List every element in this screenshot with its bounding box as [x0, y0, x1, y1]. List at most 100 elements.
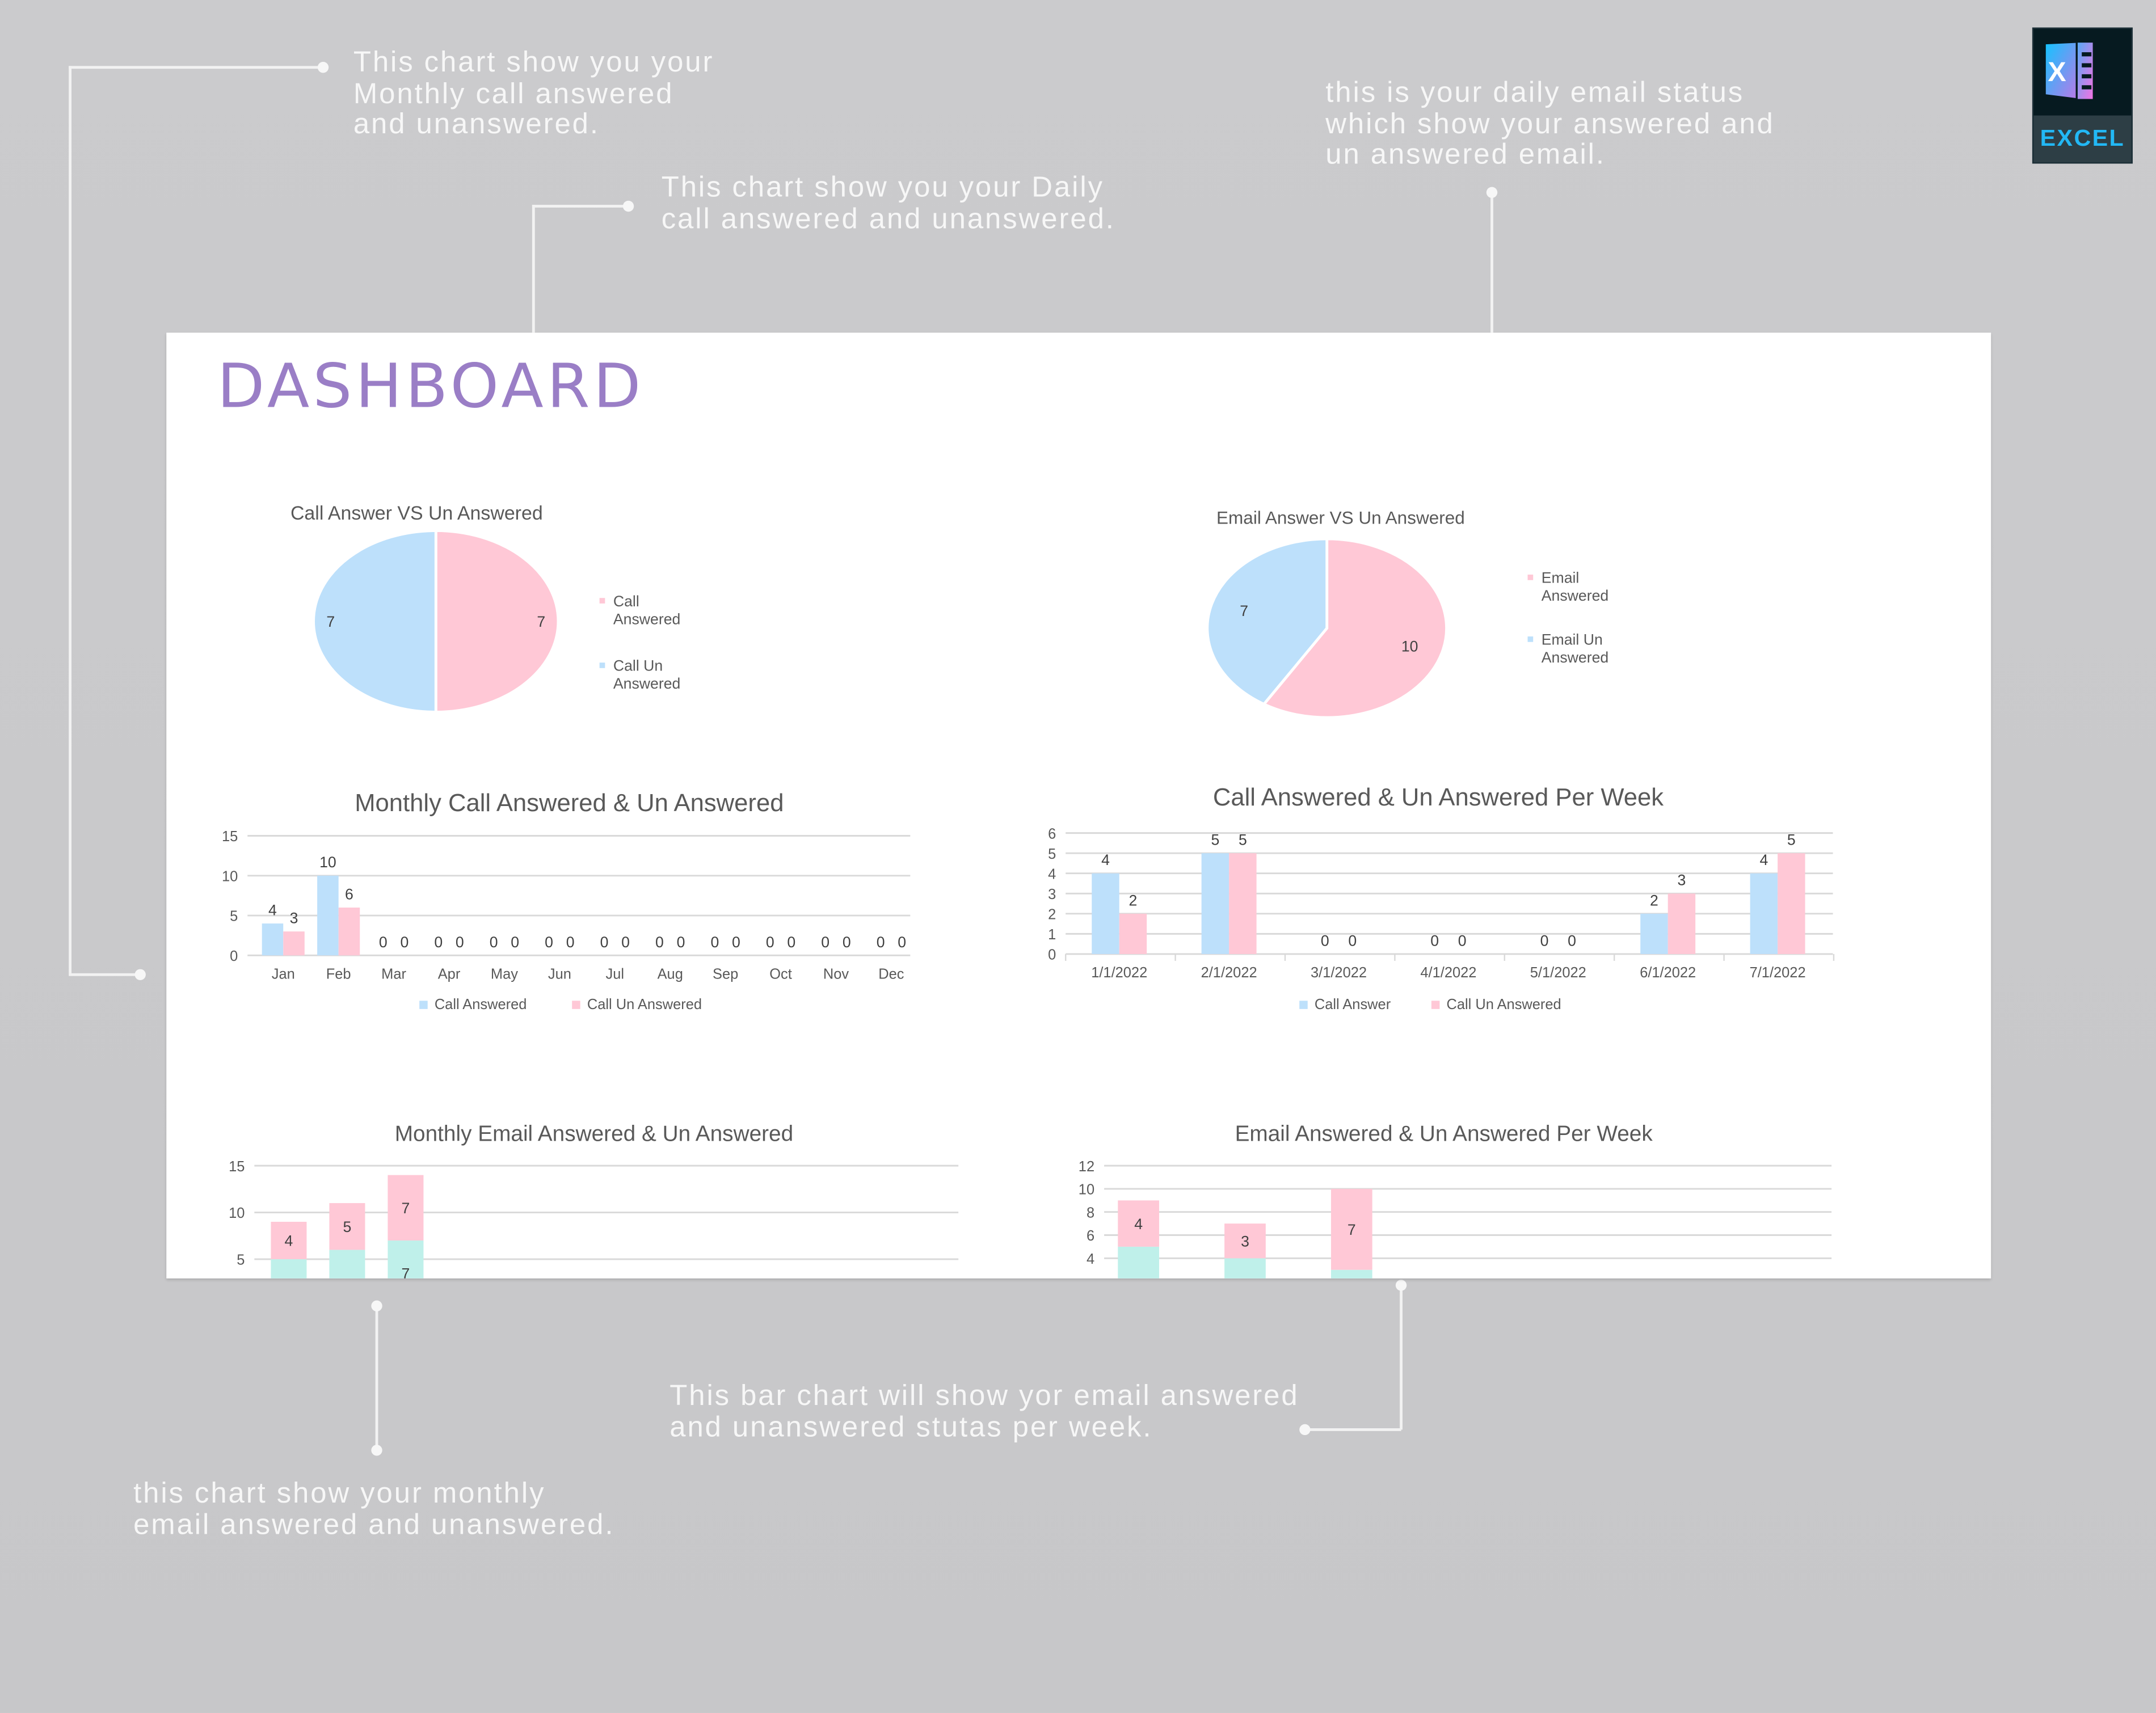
bar-data-label: 0 — [400, 934, 409, 951]
bar-segment — [329, 1203, 365, 1250]
bar-segment — [1330, 1188, 1372, 1270]
connector-dot — [1395, 1280, 1407, 1291]
y-tick-label: 6 — [1048, 826, 1056, 842]
annotation-daily-email: this is your daily email status which sho… — [1325, 78, 1775, 171]
bar-data-label: 0 — [766, 934, 774, 951]
bar-data-label: 0 — [710, 934, 719, 951]
y-tick-label: 15 — [229, 1159, 245, 1175]
legend-swatch — [1527, 636, 1534, 642]
slice-data-label: 7 — [537, 613, 545, 630]
annotation-line: email answered and unanswered. — [133, 1508, 615, 1541]
y-tick-label: 0 — [230, 948, 238, 964]
chart-title: Monthly Email Answered & Un Answered — [395, 1122, 793, 1146]
x-tick-label: 5/1/2022 — [1530, 965, 1586, 981]
x-tick-label: 6/1/2022 — [1640, 965, 1696, 981]
annotation-line: and unanswered. — [353, 108, 600, 141]
legend-label: Call Answer — [1315, 997, 1391, 1012]
pie-slice — [1206, 537, 1329, 706]
legend-label: Call Answered — [435, 997, 527, 1012]
chart-title: Call Answered & Un Answered Per Week — [1213, 784, 1664, 811]
bar-data-label: 0 — [434, 934, 443, 951]
bar-data-label: 5 — [1787, 832, 1796, 849]
legend-label: Call Un Answered — [1447, 997, 1561, 1012]
bar — [1667, 893, 1696, 954]
dashboard-panel: DASHBOARD Call Answer VS Un Answered 7 Cal… — [166, 332, 1991, 1279]
bar-data-label: 0 — [1430, 932, 1439, 949]
bar-data-label: 0 — [898, 934, 906, 951]
svg-text:X: X — [2048, 57, 2066, 87]
y-tick-label: 10 — [229, 1205, 245, 1221]
connector-dot — [134, 969, 146, 980]
excel-icon: X — [2045, 43, 2093, 99]
bar-data-label: 0 — [1568, 932, 1576, 949]
annotation-line: Monthly call answered — [353, 77, 674, 109]
page-title: DASHBOARD — [217, 352, 645, 423]
bar-data-label: 0 — [1321, 932, 1329, 949]
bar-data-label: 0 — [677, 934, 685, 951]
bar-data-label: 0 — [1458, 932, 1467, 949]
bar-segment — [1224, 1223, 1266, 1259]
bar — [283, 931, 305, 956]
bar-segment — [388, 1240, 424, 1279]
x-tick-label: Dec — [878, 967, 904, 982]
bar — [317, 875, 339, 956]
annotation-monthly-call: This chart show you your Monthly call ans… — [353, 48, 714, 141]
bar-segment — [271, 1222, 307, 1259]
connector-dot — [371, 1445, 382, 1456]
connector-line — [1304, 1428, 1401, 1431]
pie-slice — [312, 529, 437, 714]
connector-dot — [1299, 1424, 1311, 1436]
x-tick-label: May — [491, 967, 518, 982]
bar-segment — [271, 1259, 307, 1279]
bar-data-label: 5 — [1211, 832, 1219, 849]
connector-dot — [622, 200, 634, 212]
connector-line — [69, 66, 71, 973]
connector-line — [69, 973, 141, 976]
bar — [1778, 853, 1805, 954]
slice-data-label: 10 — [1401, 638, 1418, 655]
bar-data-label: 0 — [655, 934, 664, 951]
bar-data-label: 2 — [1129, 892, 1138, 909]
annotation-line: this is your daily email status — [1325, 77, 1745, 109]
connector-line — [69, 66, 323, 68]
connector-line — [532, 205, 534, 333]
y-tick-label: 0 — [1048, 947, 1056, 963]
pie-slice — [434, 529, 560, 714]
legend-label: Email Answered — [1542, 569, 1608, 605]
bar-data-label: 4 — [1101, 851, 1110, 868]
bar-data-label: 0 — [821, 934, 829, 951]
bar-data-label: 5 — [1239, 832, 1247, 849]
legend-label: Email Un Answered — [1542, 631, 1608, 666]
bar-segment — [388, 1175, 424, 1241]
bar-data-label: 10 — [319, 854, 336, 871]
connector-line — [1400, 1285, 1402, 1430]
bar-segment — [1224, 1258, 1266, 1279]
legend-swatch — [1527, 575, 1534, 580]
x-tick-label: 7/1/2022 — [1750, 965, 1806, 981]
bar-data-label: 4 — [285, 1233, 293, 1250]
excel-label: EXCEL — [2033, 115, 2132, 162]
y-tick-label: 5 — [230, 909, 238, 925]
bar-data-label: 5 — [343, 1218, 352, 1235]
bar — [1750, 873, 1778, 954]
slice-data-label: 7 — [1240, 602, 1248, 619]
chart-title: Email Answered & Un Answered Per Week — [1235, 1122, 1653, 1146]
x-tick-label: Feb — [326, 967, 351, 982]
legend-swatch — [1299, 1001, 1308, 1009]
bar-data-label: 0 — [732, 934, 740, 951]
legend-label: Call Answered — [613, 593, 680, 628]
x-tick-label: Jul — [606, 967, 625, 982]
bar-data-label: 0 — [1348, 932, 1357, 949]
bar-data-label: 3 — [1241, 1233, 1249, 1250]
chart-title: Email Answer VS Un Answered — [1216, 507, 1465, 528]
bar-data-label: 0 — [843, 934, 851, 951]
legend-swatch — [599, 598, 605, 604]
pie-chart: Email Answer VS Un Answered 10 Email Answer… — [1206, 507, 1608, 719]
y-tick-label: 4 — [1048, 866, 1056, 882]
bar — [1640, 913, 1668, 954]
connector-line — [375, 1306, 378, 1450]
annotation-line: and unanswered stutas per week. — [669, 1411, 1153, 1443]
bar-data-label: 0 — [600, 934, 609, 951]
y-tick-label: 15 — [222, 829, 238, 845]
bar-data-label: 7 — [1348, 1221, 1356, 1238]
